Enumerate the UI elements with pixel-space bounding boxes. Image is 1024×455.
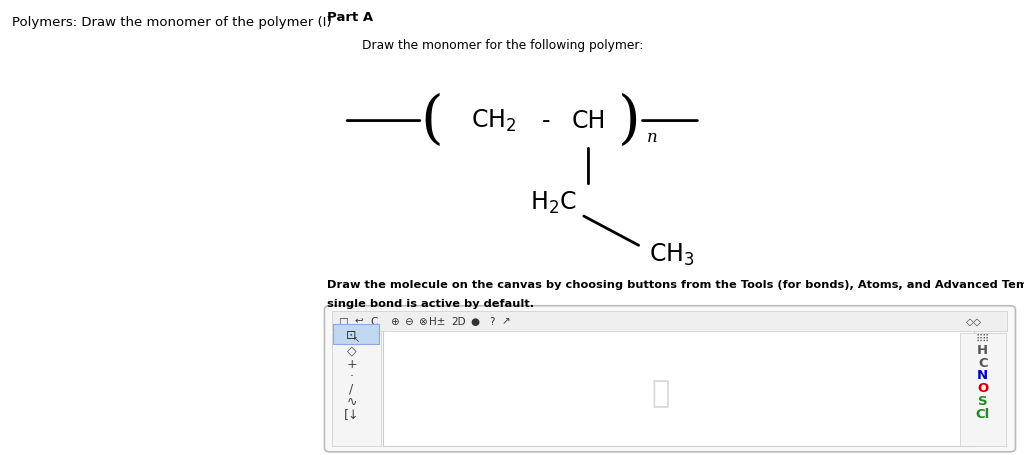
Text: ?: ? [488,317,495,327]
Text: H±: H± [429,317,445,327]
Text: -: - [542,109,550,132]
Text: Draw the molecule on the canvas by choosing buttons from the Tools (for bonds), : Draw the molecule on the canvas by choos… [327,280,1024,290]
Text: ⊗: ⊗ [418,317,427,327]
Bar [959,333,1007,446]
Text: $\mathregular{CH_2}$: $\mathregular{CH_2}$ [471,107,516,134]
Bar [383,324,974,446]
Text: ∿: ∿ [346,396,356,409]
Text: CH: CH [571,109,605,132]
Text: O: O [977,382,988,395]
Text: N: N [977,369,988,382]
Text: ◇◇: ◇◇ [967,317,982,327]
Text: /: / [349,383,353,396]
Text: ↩: ↩ [354,317,362,327]
Text: ↗: ↗ [502,317,510,327]
Text: S: S [978,395,987,408]
Text: single bond is active by default.: single bond is active by default. [327,299,534,309]
Text: [↓: [↓ [344,409,359,421]
Text: C: C [978,357,987,369]
Text: ⊡: ⊡ [346,329,356,342]
Text: Part A: Part A [327,11,373,25]
Text: Cl: Cl [976,408,990,420]
Text: Polymers: Draw the monomer of the polymer (I): Polymers: Draw the monomer of the polyme… [12,16,332,29]
Text: (: ( [421,92,443,149]
Text: C: C [371,317,378,327]
Text: ⊕: ⊕ [390,317,398,327]
Text: 2D: 2D [451,317,466,327]
Text: n: n [647,129,657,147]
Text: +: + [346,358,356,370]
Bar [332,311,1007,331]
Text: ): ) [617,92,640,149]
Text: ●: ● [470,317,479,327]
FancyBboxPatch shape [325,306,1016,452]
Text: ·: · [349,370,353,383]
Text: $\mathregular{H_2C}$: $\mathregular{H_2C}$ [529,189,577,216]
Text: ↖: ↖ [353,335,360,344]
Bar [333,324,379,344]
Text: 🖐: 🖐 [652,379,670,408]
Text: H: H [977,344,988,357]
Text: □: □ [338,317,348,327]
Text: ◇: ◇ [347,345,356,358]
Bar [332,333,381,446]
Text: $\mathregular{CH_3}$: $\mathregular{CH_3}$ [649,242,694,268]
Text: ⊖: ⊖ [404,317,413,327]
Text: Draw the monomer for the following polymer:: Draw the monomer for the following polym… [362,39,643,52]
Text: ⠿⠿: ⠿⠿ [976,334,990,344]
